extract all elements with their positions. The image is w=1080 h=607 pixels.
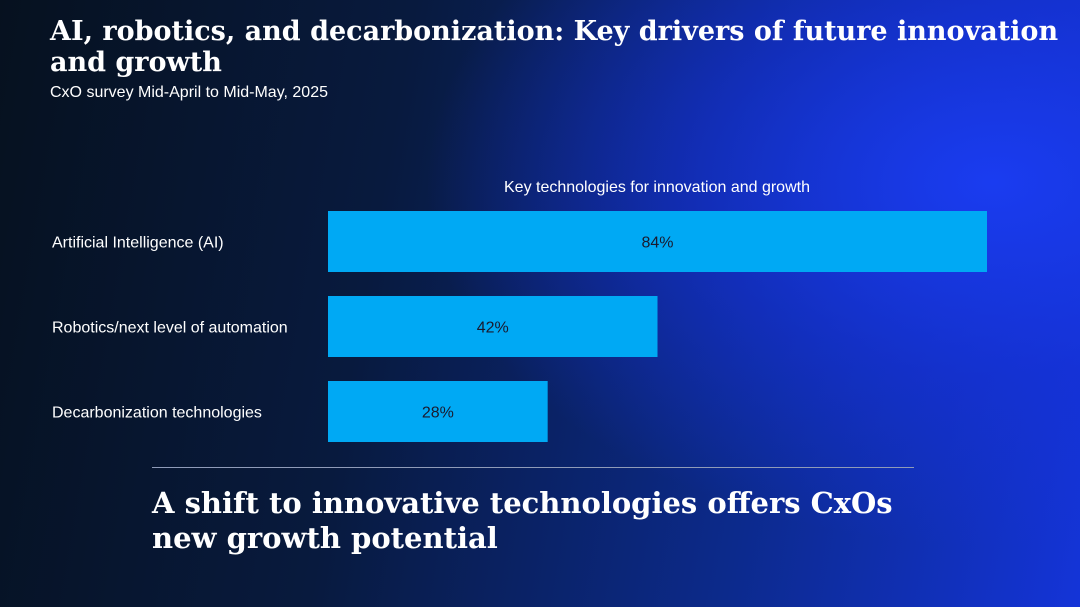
bar-value-label: 84% <box>641 235 673 252</box>
page-title: AI, robotics, and decarbonization: Key d… <box>50 16 1059 78</box>
tagline: A shift to innovative technologies offer… <box>152 486 893 555</box>
category-label: Robotics/next level of automation <box>52 320 288 337</box>
bar <box>328 296 658 357</box>
divider <box>152 467 914 468</box>
bar-value-label: 28% <box>422 405 454 422</box>
page-subtitle: CxO survey Mid-April to Mid-May, 2025 <box>50 84 328 101</box>
category-label: Artificial Intelligence (AI) <box>52 235 224 252</box>
bar-value-label: 42% <box>477 320 509 337</box>
bar <box>328 381 548 442</box>
chart-title: Key technologies for innovation and grow… <box>504 179 810 196</box>
bar <box>328 211 987 272</box>
category-label: Decarbonization technologies <box>52 405 262 422</box>
